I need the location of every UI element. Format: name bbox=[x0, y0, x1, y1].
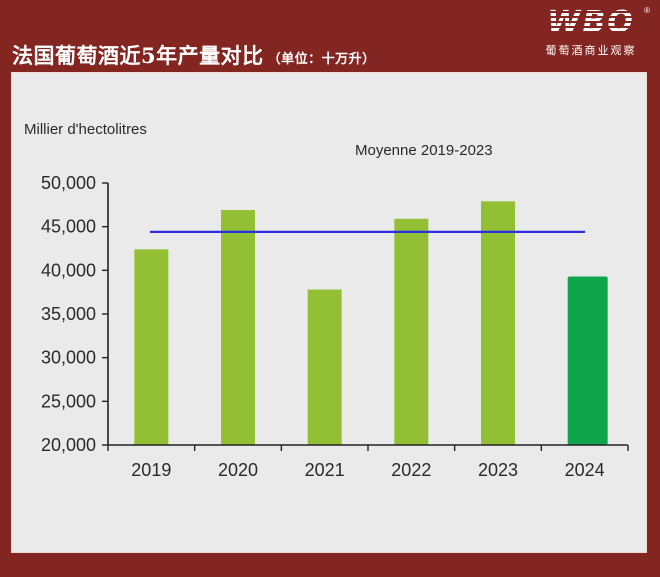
bar-2023 bbox=[481, 201, 515, 445]
x-tick-label: 2021 bbox=[305, 460, 345, 480]
y-tick-label: 50,000 bbox=[41, 173, 96, 193]
bar-2020 bbox=[221, 210, 255, 445]
y-tick-label: 45,000 bbox=[41, 217, 96, 237]
logo-mark: WBO bbox=[536, 8, 646, 38]
bar-2019 bbox=[134, 249, 169, 445]
average-legend: Moyenne 2019-2023 bbox=[355, 142, 493, 159]
bar-2021 bbox=[307, 289, 342, 445]
y-tick-label: 40,000 bbox=[41, 260, 96, 280]
bar-2022 bbox=[394, 218, 429, 445]
registered-icon: ® bbox=[644, 6, 650, 15]
x-tick-label: 2020 bbox=[218, 460, 258, 480]
x-tick-label: 2022 bbox=[391, 460, 431, 480]
title-unit: （单位：十万升） bbox=[267, 52, 376, 67]
wbo-logo: WBO ® 葡萄酒商业观察 bbox=[536, 6, 651, 58]
x-tick-label: 2023 bbox=[478, 460, 518, 480]
x-tick-label: 2024 bbox=[565, 460, 605, 480]
bar-2024 bbox=[567, 276, 608, 445]
y-axis-label: Millier d'hectolitres bbox=[24, 121, 147, 138]
chart-title: 法国葡萄酒近5年产量对比 （单位：十万升） bbox=[12, 40, 376, 70]
x-tick-label: 2019 bbox=[131, 460, 171, 480]
title-text: 法国葡萄酒近5年产量对比 bbox=[12, 43, 264, 68]
y-tick-label: 25,000 bbox=[41, 391, 96, 411]
logo-subtitle: 葡萄酒商业观察 bbox=[545, 45, 637, 57]
y-tick-label: 30,000 bbox=[41, 348, 96, 368]
y-tick-label: 35,000 bbox=[41, 304, 96, 324]
y-tick-label: 20,000 bbox=[41, 435, 96, 455]
